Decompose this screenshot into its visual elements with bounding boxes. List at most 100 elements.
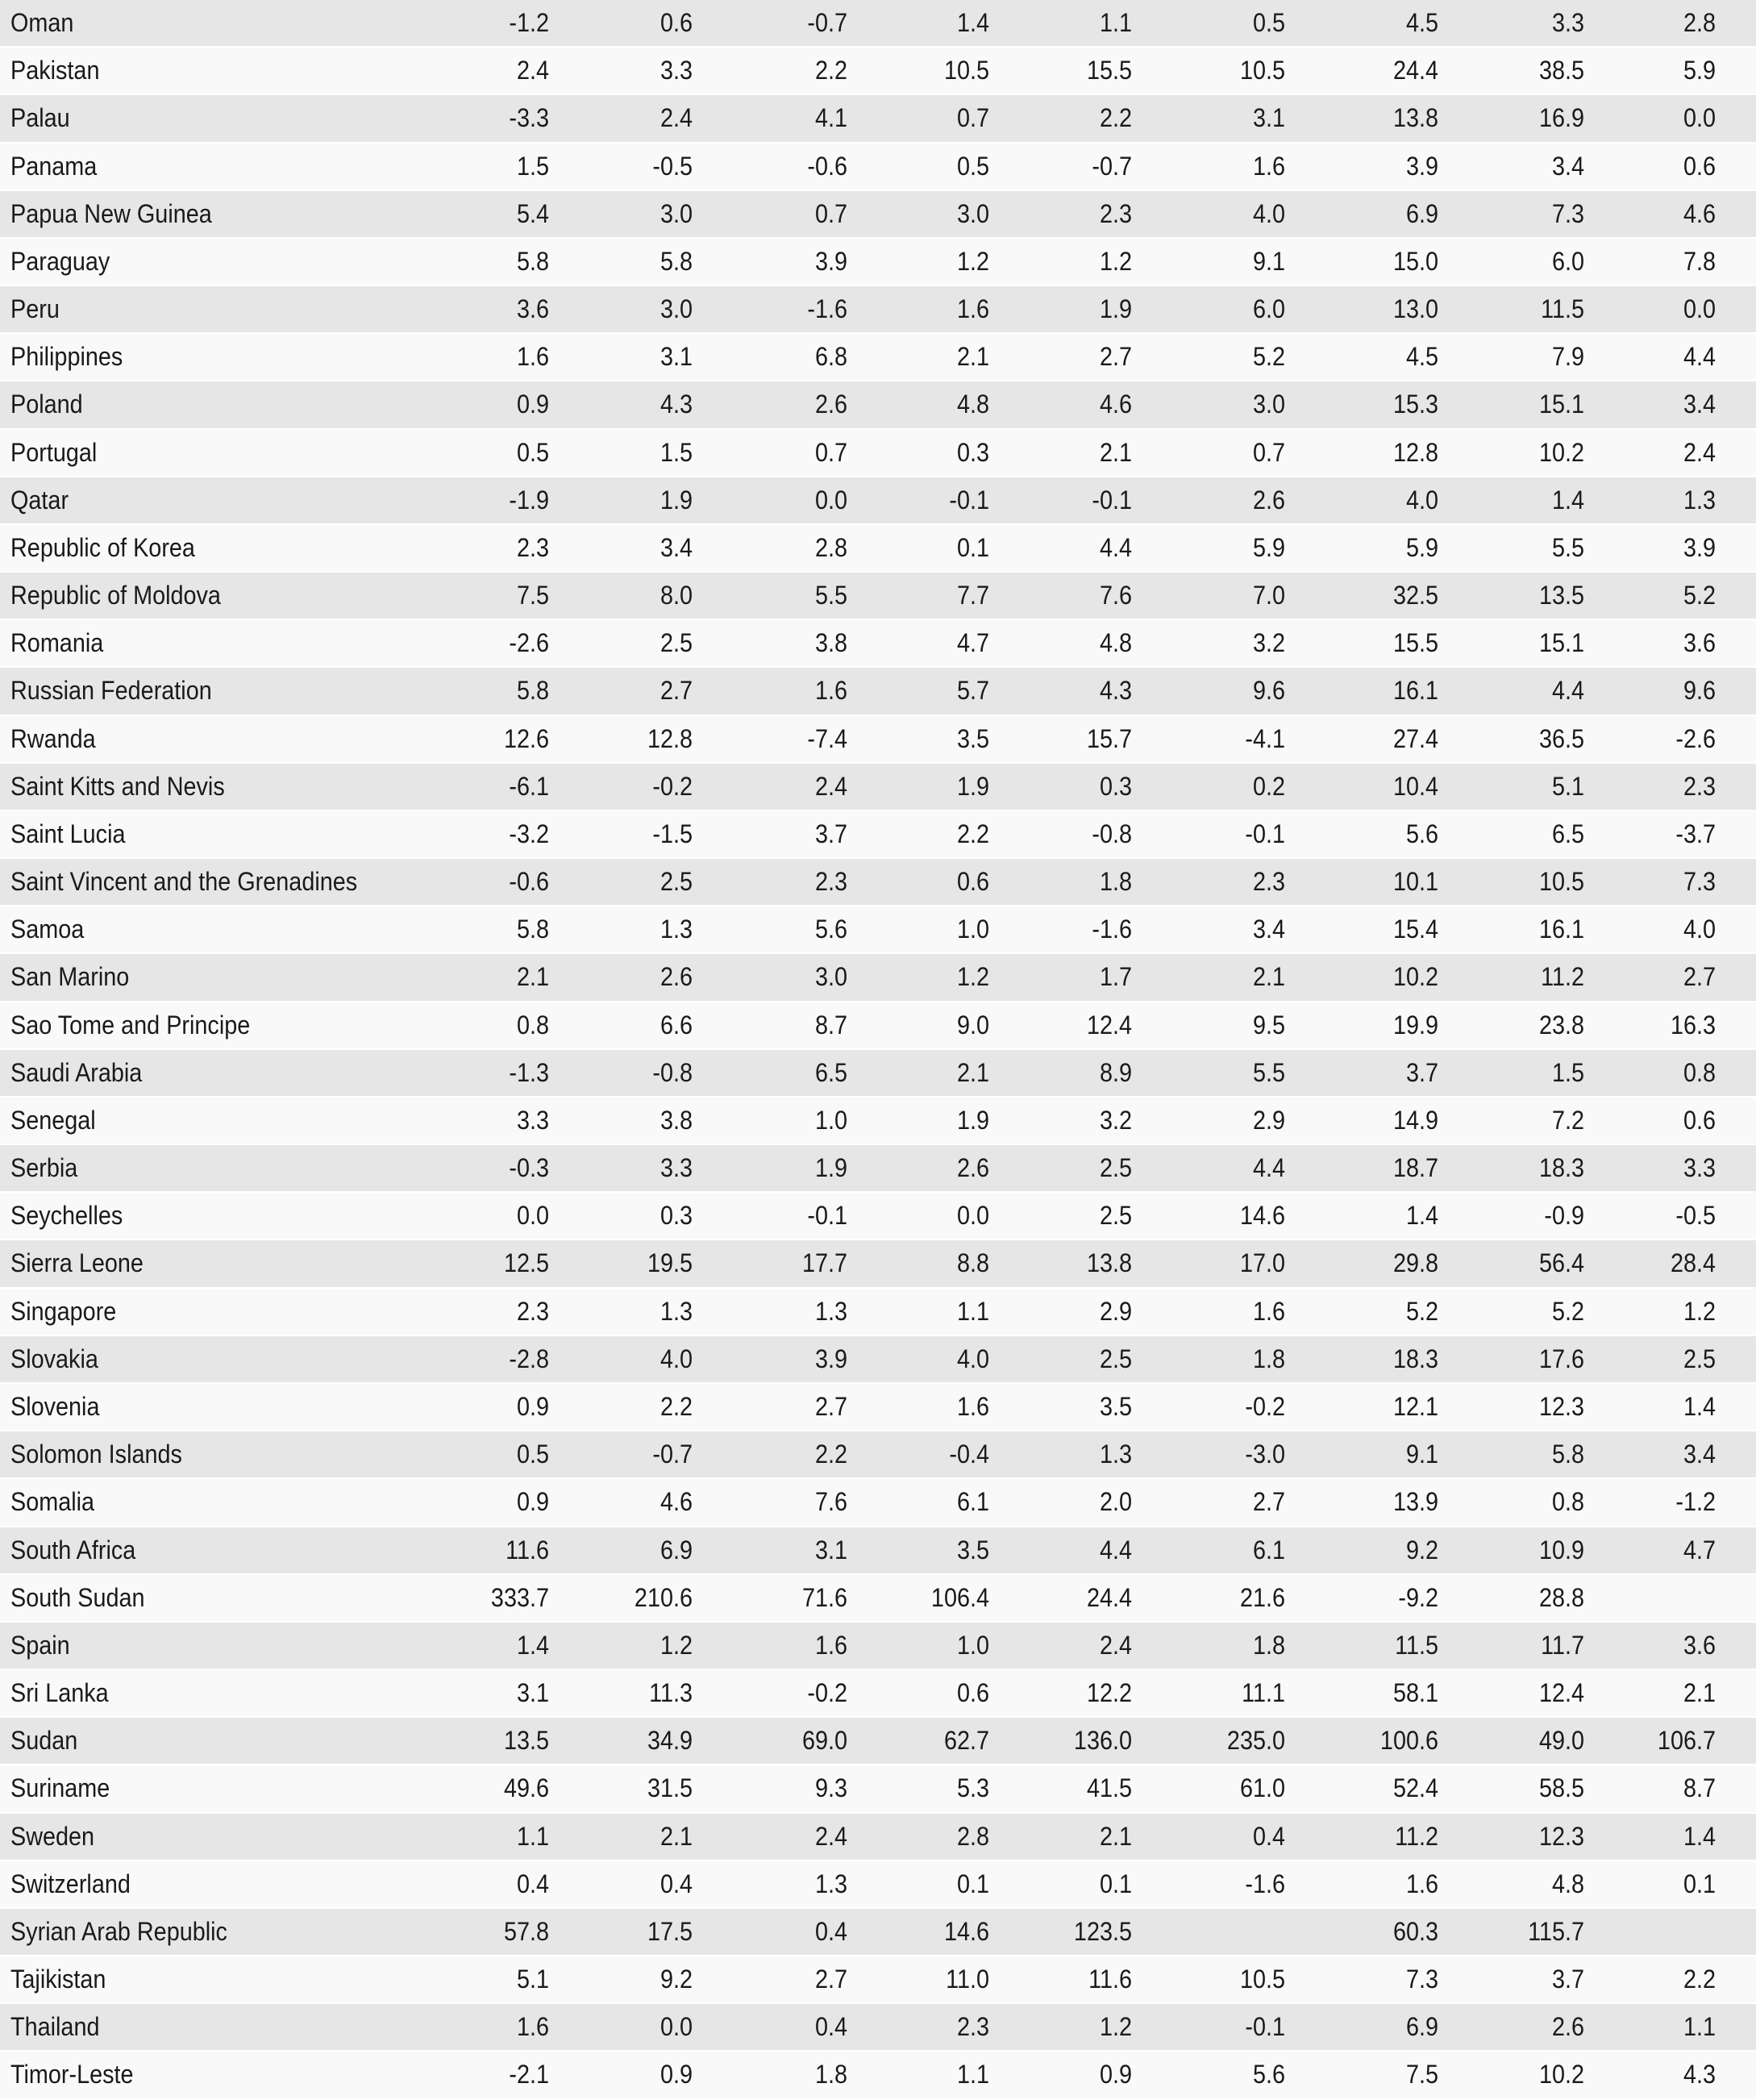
table-row: Saint Lucia -3.2 -1.5 3.7 2.2 -0.8 -0.1 5.6 6.5 -… bbox=[0, 810, 1756, 860]
value-cell: -0.2 bbox=[652, 771, 693, 801]
country-name: Oman bbox=[10, 8, 74, 37]
value-cell: 3.3 bbox=[660, 1153, 693, 1183]
value-cell: -0.1 bbox=[949, 485, 989, 515]
country-name: Timor-Leste bbox=[10, 2060, 134, 2090]
country-name: San Marino bbox=[10, 962, 130, 992]
value-cell: 58.1 bbox=[1392, 1678, 1438, 1708]
value-cell: 0.7 bbox=[956, 103, 989, 133]
value-cell: 106.4 bbox=[930, 1582, 989, 1612]
value-cell: 4.0 bbox=[1683, 915, 1716, 944]
value-cell: 4.1 bbox=[814, 103, 847, 133]
value-cell: -0.6 bbox=[509, 867, 549, 897]
value-cell: 4.4 bbox=[1551, 676, 1584, 706]
country-name: Sierra Leone bbox=[10, 1248, 144, 1278]
value-cell: 3.3 bbox=[660, 56, 693, 85]
value-cell: 13.9 bbox=[1392, 1487, 1438, 1517]
value-cell: 7.6 bbox=[814, 1487, 847, 1517]
country-name: Sri Lanka bbox=[10, 1678, 109, 1708]
value-cell: 0.9 bbox=[660, 2060, 693, 2090]
value-cell: 4.7 bbox=[1683, 1535, 1716, 1565]
value-cell: 13.5 bbox=[1538, 581, 1584, 610]
value-cell: 1.6 bbox=[1252, 151, 1285, 181]
table-row: Republic of Moldova 7.5 8.0 5.5 7.7 7.6 7.0 32.… bbox=[0, 573, 1756, 621]
value-cell: 3.1 bbox=[1252, 103, 1285, 133]
table-row: Solomon Islands 0.5 -0.7 2.2 -0.4 1.3 -3.0 9.1 5… bbox=[0, 1431, 1756, 1480]
value-cell: 2.7 bbox=[814, 1965, 847, 1994]
value-cell: 0.8 bbox=[516, 1010, 549, 1040]
value-cell: 4.6 bbox=[1683, 198, 1716, 228]
value-cell: 32.5 bbox=[1392, 581, 1438, 610]
country-name: Saudi Arabia bbox=[10, 1057, 143, 1087]
value-cell: -1.3 bbox=[509, 1057, 549, 1087]
value-cell: -2.6 bbox=[509, 628, 549, 658]
table-row: Singapore 2.3 1.3 1.3 1.1 2.9 1.6 5.2 5.2 1.2 bbox=[0, 1288, 1756, 1336]
value-cell: 56.4 bbox=[1538, 1248, 1584, 1278]
value-cell: 2.6 bbox=[1252, 485, 1285, 515]
value-cell: 0.9 bbox=[516, 1487, 549, 1517]
value-cell: -2.8 bbox=[509, 1344, 549, 1373]
value-cell: 2.1 bbox=[956, 1057, 989, 1087]
value-cell: 106.7 bbox=[1657, 1726, 1716, 1756]
value-cell: -0.2 bbox=[807, 1678, 847, 1708]
value-cell: 17.5 bbox=[647, 1916, 693, 1946]
value-cell: 0.9 bbox=[516, 390, 549, 419]
value-cell: 0.3 bbox=[956, 437, 989, 467]
value-cell: 6.1 bbox=[956, 1487, 989, 1517]
table-row: Portugal 0.5 1.5 0.7 0.3 2.1 0.7 12.8 10.2 2.4 bbox=[0, 429, 1756, 477]
value-cell: 57.8 bbox=[503, 1916, 549, 1946]
value-cell: 0.1 bbox=[956, 1869, 989, 1898]
table-row: Qatar -1.9 1.9 0.0 -0.1 -0.1 2.6 4.0 1.4 1.3 bbox=[0, 477, 1756, 525]
value-cell: 5.1 bbox=[516, 1965, 549, 1994]
value-cell: 6.5 bbox=[814, 1057, 847, 1087]
value-cell: 9.1 bbox=[1252, 246, 1285, 276]
value-cell: 10.2 bbox=[1538, 437, 1584, 467]
value-cell: 4.4 bbox=[1252, 1153, 1285, 1183]
table-row: Pakistan 2.4 3.3 2.2 10.5 15.5 10.5 24.4 38.5 5.9 bbox=[0, 48, 1756, 96]
value-cell: 2.4 bbox=[814, 1821, 847, 1851]
country-name: South Sudan bbox=[10, 1582, 145, 1612]
value-cell: 11.2 bbox=[1541, 962, 1584, 992]
value-cell: 0.4 bbox=[1252, 1821, 1285, 1851]
value-cell: 6.6 bbox=[660, 1010, 693, 1040]
value-cell: 19.9 bbox=[1392, 1010, 1438, 1040]
value-cell: 2.2 bbox=[814, 56, 847, 85]
value-cell: 2.9 bbox=[1252, 1105, 1285, 1135]
value-cell: 1.8 bbox=[1099, 867, 1132, 897]
value-cell: 1.4 bbox=[1405, 1201, 1438, 1231]
value-cell: 1.9 bbox=[814, 1153, 847, 1183]
value-cell: 4.4 bbox=[1099, 532, 1132, 562]
table-row: South Sudan 333.7 210.6 71.6 106.4 24.4 21.6 -9… bbox=[0, 1574, 1756, 1623]
value-cell: 6.9 bbox=[1405, 198, 1438, 228]
value-cell: 6.0 bbox=[1551, 246, 1584, 276]
value-cell: 0.5 bbox=[1252, 8, 1285, 37]
value-cell: 2.5 bbox=[1683, 1344, 1716, 1373]
value-cell: 2.1 bbox=[516, 962, 549, 992]
value-cell: 5.6 bbox=[1252, 2060, 1285, 2090]
value-cell: 11.3 bbox=[649, 1678, 693, 1708]
value-cell: 0.6 bbox=[956, 867, 989, 897]
country-name: Pakistan bbox=[10, 56, 100, 85]
value-cell: 4.8 bbox=[1099, 628, 1132, 658]
value-cell: 2.3 bbox=[814, 867, 847, 897]
value-cell: 10.4 bbox=[1392, 771, 1438, 801]
table-row: Serbia -0.3 3.3 1.9 2.6 2.5 4.4 18.7 18.3 3.3 bbox=[0, 1145, 1756, 1194]
value-cell: 10.1 bbox=[1392, 867, 1438, 897]
country-name: Paraguay bbox=[10, 246, 110, 276]
value-cell: 0.0 bbox=[956, 1201, 989, 1231]
value-cell: 8.9 bbox=[1099, 1057, 1132, 1087]
country-name: Solomon Islands bbox=[10, 1440, 182, 1469]
value-cell: 3.2 bbox=[1099, 1105, 1132, 1135]
value-cell: 0.5 bbox=[516, 437, 549, 467]
table-row: Rwanda 12.6 12.8 -7.4 3.5 15.7 -4.1 27.4 36.5 -2.… bbox=[0, 715, 1756, 764]
value-cell: 0.5 bbox=[516, 1440, 549, 1469]
value-cell: 13.8 bbox=[1392, 103, 1438, 133]
value-cell: 1.5 bbox=[1551, 1057, 1584, 1087]
value-cell: 3.5 bbox=[1099, 1391, 1132, 1421]
value-cell: 9.6 bbox=[1252, 676, 1285, 706]
value-cell: 16.3 bbox=[1670, 1010, 1716, 1040]
value-cell: 4.3 bbox=[660, 390, 693, 419]
value-cell: 1.3 bbox=[660, 915, 693, 944]
value-cell: 3.1 bbox=[660, 342, 693, 372]
value-cell: 3.4 bbox=[660, 532, 693, 562]
table-row: Slovenia 0.9 2.2 2.7 1.6 3.5 -0.2 12.1 12.3 1.4 bbox=[0, 1383, 1756, 1432]
